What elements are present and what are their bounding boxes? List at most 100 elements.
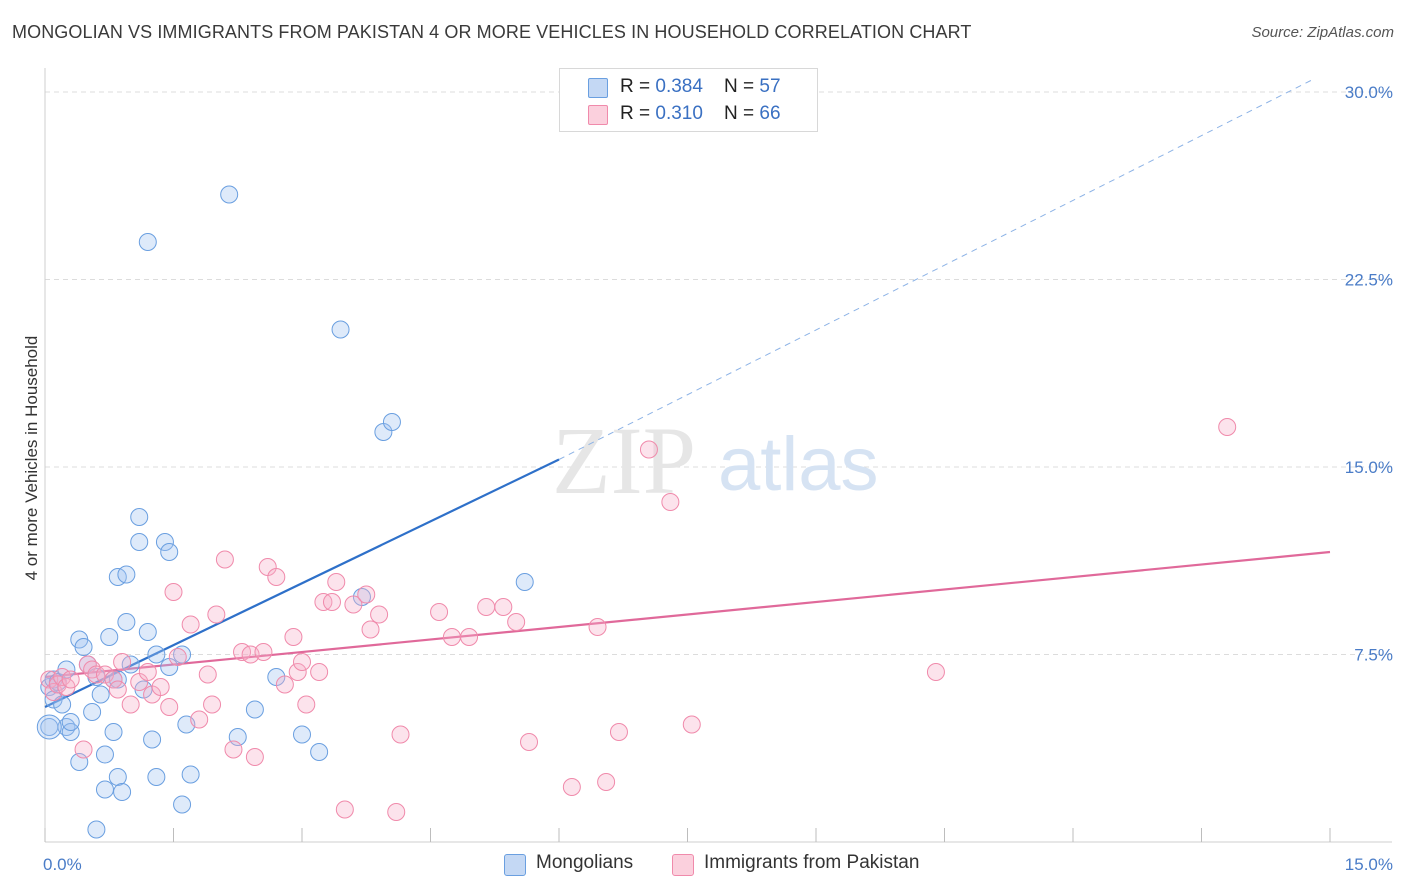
pakistan-point <box>477 598 496 616</box>
pakistan-point <box>562 778 581 796</box>
mongolian-point <box>83 703 102 721</box>
mongolian-point <box>117 613 136 631</box>
mongolian-point <box>160 543 179 561</box>
mongolian-point <box>220 185 239 204</box>
mongolian-point <box>138 233 157 251</box>
mongolian-point <box>130 533 149 551</box>
mongolians-trendline <box>44 458 560 708</box>
pakistan-point <box>682 715 701 734</box>
x-tick-label-start: 0.0% <box>43 855 82 874</box>
mongolian-point <box>95 780 114 799</box>
mongolian-point <box>95 745 114 764</box>
mongolians-r-value: 0.384 <box>655 76 703 97</box>
y-tick-label: 30.0% <box>1345 83 1393 102</box>
pakistan-point <box>95 665 114 684</box>
pakistan-point <box>203 695 222 714</box>
mongolian-point <box>61 723 80 741</box>
pakistan-point <box>297 695 316 714</box>
mongolian-point <box>130 508 149 526</box>
mongolian-point <box>147 768 166 786</box>
mongolian-point <box>147 645 166 664</box>
mongolian-point <box>61 713 80 731</box>
tick-labels: 7.5% 15.0% 22.5% 30.0% 0.0% 15.0% <box>43 83 1393 874</box>
mongolian-point <box>91 685 110 704</box>
pakistan-point <box>335 800 354 819</box>
n-label: N = <box>724 76 760 97</box>
pakistan-point <box>151 678 170 696</box>
pakistan-point <box>520 733 539 751</box>
pakistan-point <box>108 680 127 699</box>
source-label: Source: ZipAtlas.com <box>1251 24 1394 41</box>
n-label: N = <box>724 103 760 124</box>
mongolians-legend-label: Mongolians <box>536 852 634 873</box>
pakistan-point <box>190 710 209 729</box>
pakistan-point <box>254 643 273 661</box>
pakistan-point <box>327 573 346 591</box>
pakistan-point <box>267 568 286 586</box>
mongolian-point <box>382 413 401 431</box>
mongolian-point <box>173 795 192 814</box>
pakistan-point <box>310 663 329 681</box>
mongolians-swatch <box>588 78 608 98</box>
mongolian-point <box>331 320 350 339</box>
mongolian-point <box>113 783 132 801</box>
y-tick-label: 15.0% <box>1345 458 1393 477</box>
pakistan-point <box>284 628 303 646</box>
pakistan-legend-swatch <box>672 854 694 876</box>
pakistan-point <box>639 440 658 459</box>
pakistan-point <box>494 598 513 616</box>
watermark-zip: ZIP <box>552 407 696 514</box>
pakistan-point <box>344 595 363 614</box>
pakistan-swatch <box>588 105 608 125</box>
pakistan-point <box>460 628 479 646</box>
pakistan-point <box>164 583 183 601</box>
pakistan-point <box>224 740 243 759</box>
pakistan-point <box>198 665 217 684</box>
mongolian-point <box>138 623 157 641</box>
pakistan-point <box>1218 418 1237 436</box>
mongolians-legend-swatch <box>504 854 526 876</box>
grid-lines <box>45 91 1392 655</box>
pakistan-point <box>370 605 389 624</box>
r-label: R = <box>620 103 656 124</box>
pakistan-point <box>661 493 680 511</box>
watermark-atlas: atlas <box>718 422 879 507</box>
mongolian-point <box>181 765 200 784</box>
mongolian-point <box>36 714 62 740</box>
mongolian-point <box>515 573 534 591</box>
mongolian-point <box>104 723 123 741</box>
pakistan-point <box>160 698 179 716</box>
pakistan-point <box>387 803 406 821</box>
pakistan-point <box>215 550 234 569</box>
mongolian-point <box>310 743 329 761</box>
stats-legend: R = 0.384 N = 57 R = 0.310 N = 66 <box>559 68 818 132</box>
pakistan-point <box>430 603 449 621</box>
pakistan-point <box>588 618 607 636</box>
pakistan-point <box>597 773 616 791</box>
data-points <box>36 185 1237 839</box>
pakistan-point <box>357 585 376 604</box>
pakistan-point <box>207 605 226 624</box>
mongolian-point <box>143 730 162 749</box>
pakistan-point <box>113 653 132 671</box>
pakistan-n-value: 66 <box>759 103 781 124</box>
pakistan-legend-label: Immigrants from Pakistan <box>704 852 920 873</box>
pakistan-point <box>293 653 311 671</box>
mongolians-n-value: 57 <box>759 76 781 97</box>
mongolians-trendline-extension <box>558 79 1314 460</box>
mongolian-point <box>87 820 106 839</box>
pakistan-point <box>121 695 140 714</box>
axes <box>44 68 1392 843</box>
pakistan-point <box>245 748 264 766</box>
pakistan-point <box>926 663 945 681</box>
pakistan-point <box>288 663 307 681</box>
pakistan-point <box>275 675 294 694</box>
mongolian-point <box>117 565 136 584</box>
mongolian-point <box>44 690 63 709</box>
mongolian-point <box>100 628 119 646</box>
pakistan-point <box>138 663 157 681</box>
pakistan-point <box>74 740 93 759</box>
mongolian-point <box>245 700 264 719</box>
trendlines <box>44 79 1331 708</box>
